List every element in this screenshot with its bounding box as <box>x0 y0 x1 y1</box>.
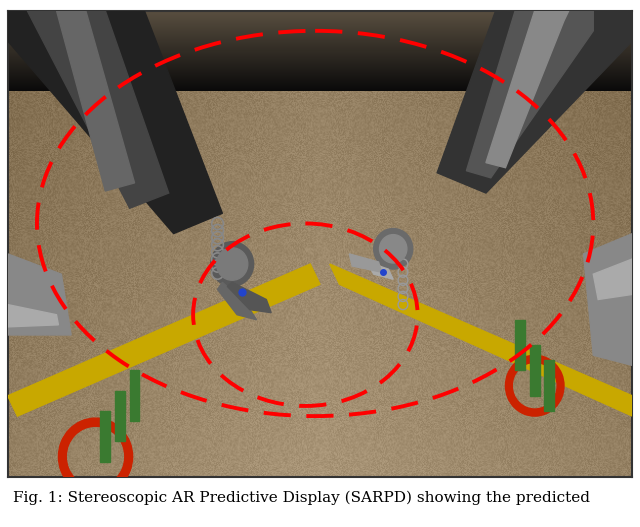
Bar <box>115 391 125 442</box>
Text: Fig. 1: Stereoscopic AR Predictive Display (SARPD) showing the predicted: Fig. 1: Stereoscopic AR Predictive Displ… <box>13 490 590 504</box>
Bar <box>130 370 140 421</box>
Circle shape <box>216 248 248 280</box>
Polygon shape <box>330 264 632 416</box>
Circle shape <box>211 242 253 286</box>
Circle shape <box>374 229 413 269</box>
Polygon shape <box>593 259 632 299</box>
Polygon shape <box>584 233 632 365</box>
Bar <box>530 345 540 396</box>
Bar <box>545 360 554 411</box>
Polygon shape <box>8 11 223 233</box>
Bar <box>515 320 525 370</box>
Polygon shape <box>349 254 381 272</box>
Polygon shape <box>8 305 58 327</box>
Polygon shape <box>8 254 71 335</box>
Polygon shape <box>218 282 257 320</box>
Polygon shape <box>437 11 632 193</box>
Polygon shape <box>27 11 169 208</box>
Polygon shape <box>367 262 393 279</box>
Polygon shape <box>56 11 134 191</box>
Bar <box>100 411 110 462</box>
Polygon shape <box>227 282 271 313</box>
Polygon shape <box>8 264 320 416</box>
Circle shape <box>380 235 407 263</box>
Polygon shape <box>467 11 593 178</box>
Polygon shape <box>486 11 569 168</box>
